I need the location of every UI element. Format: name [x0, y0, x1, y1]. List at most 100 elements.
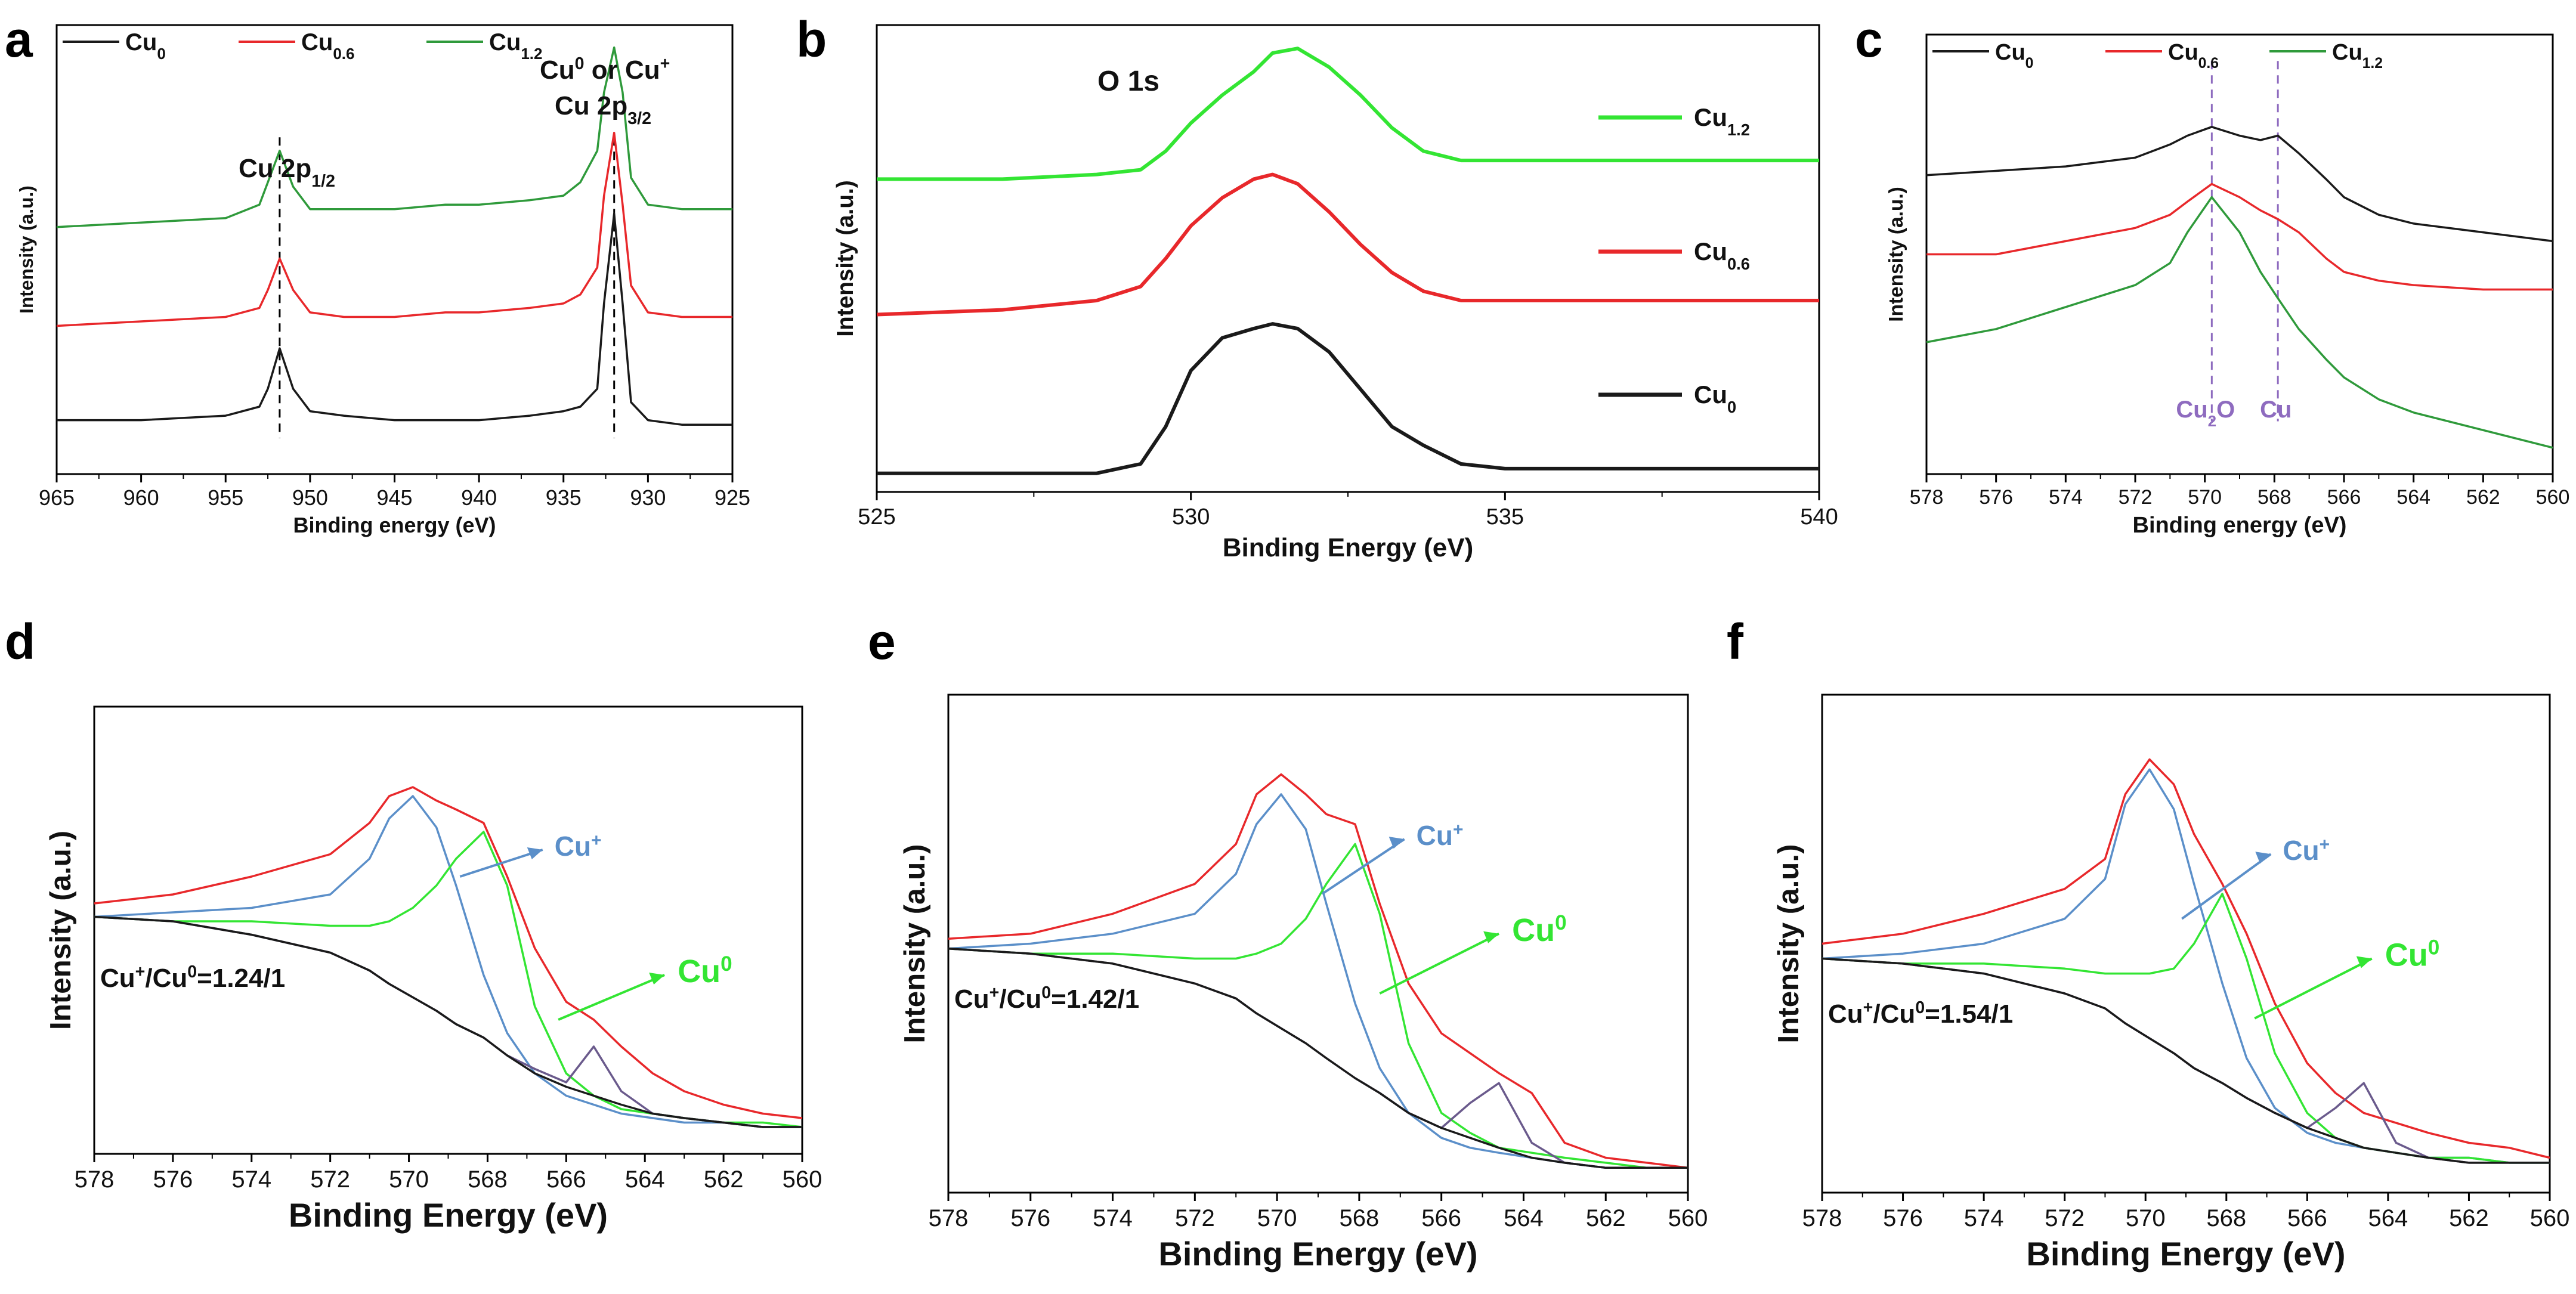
legend-label-part: 0: [2025, 55, 2034, 72]
cu-plus-label-part: +: [1453, 820, 1463, 840]
annotation-cu2p32-part: Cu 2p: [555, 91, 627, 120]
annotation-cu2p12-part: Cu 2p: [239, 154, 311, 183]
annotation-cu-state: Cu0 or Cu+: [540, 54, 670, 85]
arrow-head-icon: [649, 973, 665, 985]
x-tick-label: 568: [468, 1166, 508, 1193]
x-tick-label: 574: [2049, 486, 2083, 509]
panel-letter: d: [5, 614, 35, 670]
y-axis-label: Intensity (a.u.): [1885, 187, 1907, 322]
y-axis-label: Intensity (a.u.): [16, 185, 37, 314]
x-tick-label: 566: [2287, 1205, 2327, 1231]
x-tick-label: 574: [231, 1166, 271, 1193]
peak-label: O 1s: [1097, 66, 1159, 97]
cu-zero-label: Cu0: [678, 952, 732, 990]
annotation-cu2p12-part: 1/2: [311, 172, 335, 191]
cu-zero-label-part: Cu: [1512, 912, 1555, 948]
cu-plus-arrow: [1321, 838, 1405, 895]
x-tick-label: 564: [2396, 486, 2430, 509]
arrow-head-icon: [2356, 956, 2372, 968]
cu-plus-label-part: +: [591, 831, 601, 850]
panel-letter: f: [1727, 614, 1744, 670]
cu-plus-arrow: [2181, 853, 2272, 920]
panel-c: c 578 576 574 572 570 568 566 564 562 560 Binding e…: [1855, 11, 2569, 538]
x-tick-label: 562: [2466, 486, 2500, 509]
plot-frame: [1821, 694, 2551, 1194]
panel-letter: a: [5, 11, 33, 67]
legend-label-part: 0.6: [333, 45, 354, 63]
plot-frame: [876, 24, 1820, 493]
legend-label: Cu0: [1995, 40, 2033, 72]
series-line: [94, 786, 803, 1119]
x-tick-label: 572: [2119, 486, 2153, 509]
ratio-label-part: =1.54/1: [1925, 999, 2013, 1029]
ratio-label-part: 0: [187, 962, 197, 982]
x-tick-label: 566: [1421, 1205, 1461, 1231]
legend-label-part: Cu: [301, 29, 333, 55]
cu-zero-arrow: [1379, 933, 1500, 995]
series-line: [1926, 182, 2553, 291]
x-tick-label: 572: [310, 1166, 350, 1193]
annotation-cu2p12: Cu 2p1/2: [239, 154, 335, 191]
arrow-head-icon: [1483, 931, 1499, 943]
series-line: [948, 948, 1688, 1169]
annotation-cu-state-part: +: [660, 54, 670, 73]
cu2o-marker-label-part: O: [2216, 397, 2235, 423]
panel-letter: e: [868, 614, 896, 670]
x-tick-label: 574: [1964, 1205, 2004, 1231]
x-tick-label: 525: [858, 504, 895, 530]
cu-plus-label-part: Cu: [2283, 835, 2319, 866]
legend-label-part: Cu: [2168, 40, 2198, 65]
cu-plus-label: Cu+: [2283, 835, 2330, 866]
ratio-label: Cu+/Cu0=1.54/1: [1828, 998, 2013, 1029]
cu-zero-label-part: 0: [2428, 936, 2440, 959]
panel-b: b 525 530 535 540 Binding Energy (eV) Intensit…: [796, 11, 1838, 562]
cu-marker-label: Cu: [2260, 397, 2292, 423]
cu-plus-label-part: Cu: [1417, 820, 1453, 851]
legend-label-part: 0: [157, 45, 165, 63]
cu-zero-label-part: Cu: [678, 954, 720, 989]
cu-zero-label: Cu0: [2385, 936, 2440, 973]
ratio-label-part: +: [135, 962, 146, 982]
panel-d: d 578 576 574 572 570 568 566 564 562 560 Binding E…: [5, 614, 822, 1234]
x-tick-label: 560: [2530, 1205, 2570, 1231]
y-axis-label: Intensity (a.u.): [833, 180, 858, 336]
x-tick-label: 562: [2449, 1205, 2489, 1231]
x-tick-label: 950: [292, 485, 328, 510]
x-tick-label: 570: [1257, 1205, 1297, 1231]
x-axis-label: Binding energy (eV): [293, 513, 496, 537]
cu-zero-label: Cu0: [1512, 911, 1567, 948]
cu-plus-label-part: +: [2320, 835, 2330, 855]
x-tick-label: 572: [2045, 1205, 2085, 1231]
legend-label: Cu1.2: [489, 29, 542, 63]
y-axis-label: Intensity (a.u.): [1772, 844, 1805, 1044]
x-tick-label: 564: [2368, 1205, 2408, 1231]
ratio-label-part: 0: [1041, 983, 1051, 1002]
panel-e: e 578 576 574 572 570 568 566 564 562 560 Binding E…: [868, 614, 1708, 1273]
cu-zero-label-part: 0: [1555, 911, 1567, 934]
x-tick-label: 965: [39, 485, 75, 510]
x-axis-label: Binding Energy (eV): [2026, 1235, 2345, 1273]
series-line: [948, 773, 1689, 1169]
panel-letter: c: [1855, 11, 1883, 67]
x-tick-label: 576: [1883, 1205, 1923, 1231]
x-tick-label: 578: [1910, 486, 1944, 509]
x-tick-label: 940: [461, 485, 497, 510]
series-line: [1926, 196, 2553, 449]
cu2o-marker-label-part: 2: [2208, 412, 2216, 430]
series-line: [1822, 957, 2550, 1164]
x-tick-label: 535: [1486, 504, 1524, 530]
x-tick-label: 578: [1802, 1205, 1842, 1231]
x-tick-label: 570: [2126, 1205, 2166, 1231]
x-tick-label: 564: [1504, 1205, 1544, 1231]
legend-label: Cu0.6: [2168, 40, 2219, 72]
x-tick-label: 570: [389, 1166, 429, 1193]
ratio-label: Cu+/Cu0=1.42/1: [954, 983, 1139, 1014]
legend-label-part: 1.2: [521, 45, 542, 63]
x-axis-label: Binding energy (eV): [2133, 513, 2347, 538]
x-tick-label: 568: [2258, 486, 2292, 509]
x-tick-label: 570: [2188, 486, 2222, 509]
x-tick-label: 566: [546, 1166, 586, 1193]
legend-label: Cu1.2: [1694, 103, 1750, 139]
x-tick-label: 562: [704, 1166, 744, 1193]
